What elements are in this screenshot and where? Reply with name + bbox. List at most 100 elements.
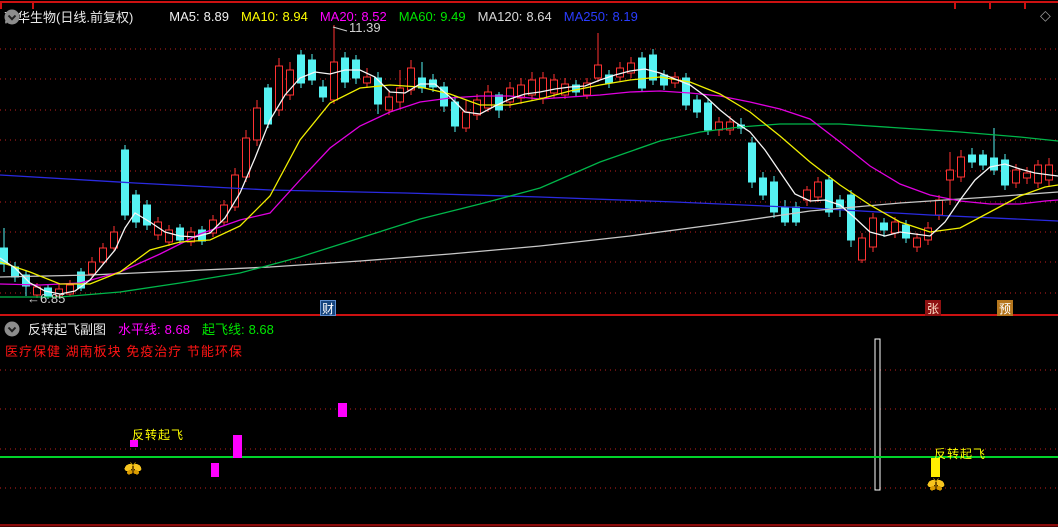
candle-body [451,101,459,127]
ma250-value: 8.19 [612,9,638,24]
candle-body [759,177,767,196]
candle-body [627,62,635,74]
ma120-readout: MA120: 8.64 [478,9,552,24]
ma-line-ma20 [0,90,1058,286]
signal-bar [233,435,242,458]
horizontal-line-label: 水平线: [118,322,161,337]
ma60-value: 9.49 [440,9,466,24]
candle-body [209,219,217,234]
diamond-icon: ◇ [1040,7,1051,23]
butterfly-icon [124,462,142,475]
candle-body [1045,164,1053,181]
candle-body [396,87,404,103]
candle-body [88,261,96,275]
candle-body [638,57,646,89]
candle-body [253,107,261,141]
candle-body [77,271,85,289]
candles-layer [0,25,1053,299]
candle-body [66,284,74,295]
ma10-readout: MA10: 8.94 [241,9,308,24]
low-price-annotation: ←6.85 [27,291,66,306]
ma20-value: 8.52 [361,9,387,24]
ma-line-ma5 [0,68,1058,295]
candle-body [1023,172,1031,179]
candle-body [517,84,525,99]
candle-body [792,206,800,223]
signal-bar [211,463,219,477]
candle-body [473,99,481,116]
signal-bars-layer [130,403,940,477]
signal-label: 反转起飞 [934,447,987,461]
ma120-value: 8.64 [526,9,552,24]
candle-body [319,86,327,98]
candle-body [858,237,866,261]
ma-lines-layer [0,26,1058,298]
candle-body [704,102,712,131]
collapse-chevron-icon[interactable] [4,9,155,25]
candle-body [583,82,591,96]
ma60-label: MA60: [398,9,437,24]
border-layer [0,1,1058,316]
annotation-leader-line [332,26,348,32]
ma20-label: MA20: [319,9,358,24]
candle-body [385,96,393,111]
butterfly-layer [124,462,945,491]
candle-body [539,77,547,99]
candle-body [693,99,701,113]
horizontal-line-value: 8.68 [164,322,190,337]
signal-bar [338,403,347,417]
event-badge[interactable]: 预 [997,300,1013,316]
ma5-value: 8.89 [203,9,229,24]
candle-body [924,227,932,241]
candle-body [308,59,316,81]
stock-title: 南华生物(日线.前复权) [4,10,134,25]
takeoff-line-value: 8.68 [248,322,274,337]
candle-body [132,194,140,223]
candle-body [748,142,756,183]
candle-body [297,54,305,84]
sub-chart-svg [0,338,1058,527]
candle-body [165,229,173,243]
event-vline-layer [874,338,881,491]
candle-body [528,79,536,96]
candle-body [561,83,569,96]
candle-body [825,179,833,213]
candle-body [913,237,921,248]
candle-body [462,111,470,129]
candle-body [1001,159,1009,186]
candle-body [891,221,899,234]
candle-body [231,174,239,208]
ma-line-ma60 [0,123,1058,298]
candle-body [902,224,910,239]
candle-body [143,204,151,226]
candle-body [682,77,690,106]
candle-body [660,74,668,86]
indicator-name: 反转起飞副图 [28,322,107,337]
signal-bar [931,458,940,477]
ma10-label: MA10: [240,9,279,24]
candle-body [550,79,558,94]
event-badge[interactable]: 财 [320,300,336,316]
butterfly-icon [927,478,945,491]
ma10-value: 8.94 [282,9,308,24]
candle-body [726,121,734,131]
candle-body [99,247,107,263]
main-chart-header: 南华生物(日线.前复权) MA5: 8.89 MA10: 8.94 MA20: 8.5… [4,7,638,26]
main-chart-svg [0,1,1058,316]
candle-body [979,154,987,166]
event-badge[interactable]: 张 [925,300,941,316]
takeoff-line-readout: 起飞线: 8.68 [202,319,274,338]
candle-body [176,227,184,241]
collapse-chevron-icon[interactable] [4,321,20,337]
candle-body [154,221,162,236]
ma250-readout: MA250: 8.19 [564,9,638,24]
ma60-readout: MA60: 9.49 [399,9,466,24]
takeoff-line-label: 起飞线: [201,322,245,337]
ma250-label: MA250: [563,9,609,24]
high-price-annotation: 11.39 [349,20,381,35]
candle-body [330,61,338,101]
candle-body [935,199,943,216]
candle-body [946,169,954,181]
event-vertical-line [874,338,881,491]
